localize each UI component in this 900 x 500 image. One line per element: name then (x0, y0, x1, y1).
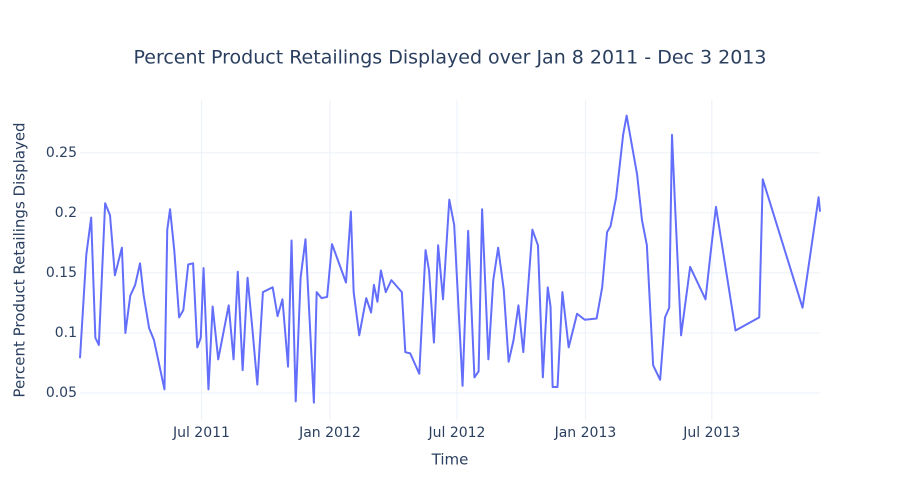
x-tick-label: Jul 2013 (682, 425, 740, 441)
x-tick-label: Jul 2012 (427, 425, 485, 441)
chart-title: Percent Product Retailings Displayed ove… (134, 47, 767, 69)
x-axis-title: Time (431, 451, 469, 469)
x-tick-label: Jan 2012 (298, 425, 361, 441)
y-tick-label: 0.1 (55, 325, 77, 341)
x-tick-label: Jan 2013 (554, 425, 617, 441)
y-tick-label: 0.15 (46, 265, 77, 281)
x-tick-label: Jul 2011 (172, 425, 230, 441)
y-tick-label: 0.25 (46, 145, 77, 161)
y-tick-label: 0.05 (46, 385, 77, 401)
y-axis-title: Percent Product Retailings Displayed (11, 122, 29, 397)
data-line (79, 114, 821, 404)
y-tick-label: 0.2 (55, 205, 77, 221)
